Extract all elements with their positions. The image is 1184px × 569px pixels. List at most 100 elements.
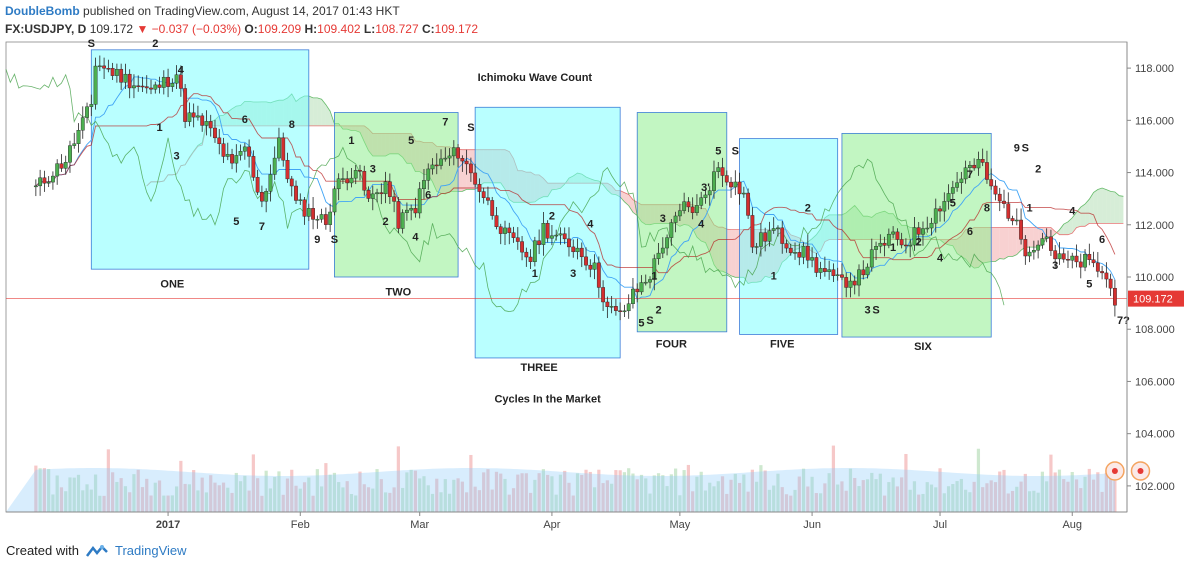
wave-count-label: 3' [701,182,710,194]
cloud-segment [620,190,625,202]
candle-body [426,168,431,181]
candle-body [434,164,439,167]
wave-count-label: 8 [984,203,990,215]
time-tick-label: Mar [410,519,429,531]
volume-bar [691,491,695,512]
candle-body [520,241,524,253]
wave-count-label: 2 [383,216,389,228]
volume-bar [831,445,836,512]
candle-body [793,252,797,254]
candle-body [183,88,188,122]
volume-bar [119,478,123,512]
volume-bar [755,481,759,512]
cloud-segment [1089,192,1094,224]
candle-body [345,178,350,184]
candle-body [140,85,145,88]
volume-bar [511,488,516,512]
candle-body [788,247,793,254]
wave-count-label: S [88,38,95,50]
candle-body [805,245,810,261]
volume-bar [528,492,533,512]
candle-body [260,191,264,202]
volume-bar [132,474,136,512]
volume-bar [648,493,652,512]
volume-bar [1113,480,1117,512]
volume-bar [656,473,661,512]
volume-bar [938,468,942,512]
volume-bar [699,471,703,512]
cloud-segment [735,229,740,278]
candle-body [127,73,132,89]
volume-bar [405,472,409,512]
candle-body [767,230,772,242]
volume-bar [981,487,985,512]
wave-box-label: FOUR [656,339,687,351]
volume-bar [558,474,563,512]
volume-bar [277,471,281,512]
candle-body [55,163,60,177]
candle-body [588,264,593,270]
candle-body [818,268,823,273]
volume-bar [111,472,115,512]
tradingview-link[interactable]: TradingView [114,543,187,558]
candle-body [196,115,200,118]
volume-bar [102,495,106,512]
time-tick-label: Aug [1062,519,1082,531]
wave-count-label: 1 [348,135,354,147]
volume-bar [76,474,81,512]
volume-bar [337,482,341,512]
volume-bar [669,474,673,512]
volume-bar [1091,479,1096,512]
published-text: published on TradingView.com, August 14,… [83,4,400,18]
volume-bar [1023,473,1027,512]
volume-bar [652,475,656,512]
candle-body [724,175,729,183]
volume-bar [780,487,784,512]
author-name[interactable]: DoubleBomb [5,4,80,18]
volume-bar [183,483,187,512]
volume-bar [1053,472,1057,512]
volume-bar [268,488,273,512]
volume-bar [878,473,882,512]
volume-bar [366,487,371,512]
candle-body [1053,250,1058,260]
candle-body [1070,255,1075,261]
candle-body [93,65,98,105]
candle-body [1091,259,1096,264]
candle-body [238,151,243,156]
volume-bar [912,481,917,512]
volume-bar [55,475,59,512]
volume-bar [563,470,567,512]
volume-bar [473,486,477,512]
volume-bar [226,487,230,512]
candle-body [656,252,661,259]
candle-body [144,86,149,89]
candle-body [42,177,47,184]
candle-body [771,228,776,231]
volume-bar [247,490,251,512]
volume-bar [789,495,793,512]
candle-body [221,143,226,157]
candle-body [366,190,371,199]
volume-bar [870,472,874,512]
candle-body [776,227,780,230]
volume-bar [733,473,737,512]
volume-bar [422,476,426,512]
wave-count-label: 6 [242,114,248,126]
volume-bar [665,486,669,512]
candle-body [707,190,712,196]
cloud-segment [1110,191,1115,224]
wave-count-label: 4 [587,218,594,230]
volume-bar [221,482,226,512]
candle-body [993,185,998,195]
candle-body [114,68,119,76]
candle-body [132,85,136,89]
candle-body [490,200,495,216]
candle-body [174,74,179,84]
volume-bar [763,470,767,512]
wave-count-label: 1 [890,242,896,254]
cloud-segment [837,214,842,240]
candle-body [571,246,576,253]
cloud-segment [1080,204,1086,227]
